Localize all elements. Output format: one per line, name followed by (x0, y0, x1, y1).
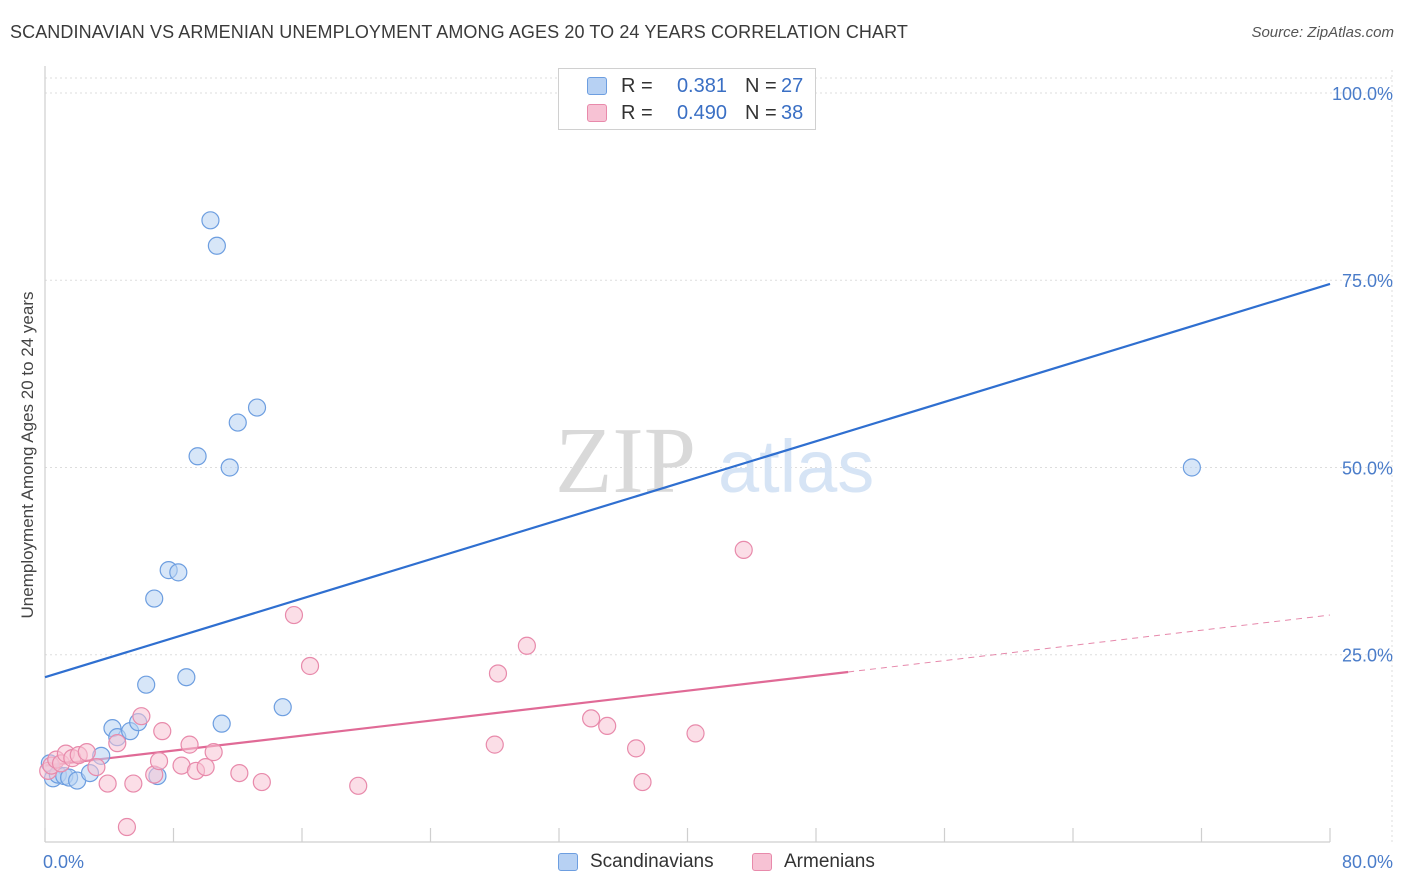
legend-r-value: 0.381 (676, 74, 727, 97)
x-tick-label: 80.0% (1342, 852, 1393, 872)
tick-labels: 25.0% 50.0% 75.0% 100.0% 0.0% 80.0% (43, 84, 1393, 872)
point-scandinavians (1182, 458, 1201, 477)
point-armenians (149, 752, 169, 771)
point-scandinavians (212, 714, 231, 733)
legend-n-label: N = (745, 101, 777, 124)
point-armenians (153, 722, 172, 741)
point-scandinavians (220, 458, 239, 477)
point-scandinavians (201, 211, 220, 230)
legend-n-label: N = (745, 74, 777, 97)
point-armenians (117, 817, 137, 837)
point-armenians (284, 605, 304, 625)
chart-title: SCANDINAVIAN VS ARMENIAN UNEMPLOYMENT AM… (10, 22, 908, 42)
point-scandinavians (207, 236, 226, 255)
point-scandinavians (273, 698, 292, 717)
point-armenians (98, 774, 117, 793)
point-armenians (349, 776, 368, 795)
legend-r-value: 0.490 (676, 101, 727, 124)
point-armenians (204, 743, 223, 762)
point-scandinavians (169, 563, 188, 582)
legend-row-armenians: R = 0.490 N = 38 (559, 100, 803, 126)
legend-r-label: R = (621, 74, 653, 97)
point-armenians (87, 757, 106, 777)
point-armenians (734, 540, 753, 559)
trend-line-armenians-extension (848, 614, 1331, 673)
point-armenians (108, 734, 127, 753)
point-scandinavians (177, 668, 196, 687)
point-armenians (252, 772, 271, 792)
axes (44, 66, 1331, 843)
legend-label-scandinavians: Scandinavians (590, 851, 714, 872)
watermark-zip: ZIP (555, 409, 696, 513)
watermark: ZIP atlas (555, 409, 874, 513)
legend-swatch-pink (587, 104, 607, 122)
point-armenians (180, 735, 199, 754)
point-scandinavians (137, 675, 156, 694)
y-tick-label: 100.0% (1332, 84, 1393, 104)
point-armenians (633, 772, 652, 792)
legend-swatch-pink (752, 853, 772, 871)
x-tick-label: 0.0% (43, 852, 84, 872)
legend-swatch-blue (558, 853, 578, 871)
trend-line-scandinavians (44, 282, 1331, 679)
legend-swatch-blue (587, 77, 607, 95)
legend-n-value: 38 (781, 101, 804, 124)
stats-legend: R = 0.381 N = 27 R = 0.490 N = 38 (558, 68, 816, 130)
trend-lines (44, 282, 1331, 767)
y-tick-label: 75.0% (1342, 271, 1393, 291)
legend-item-scandinavians[interactable]: Scandinavians (558, 851, 714, 873)
point-armenians (196, 757, 215, 777)
point-armenians (300, 656, 320, 676)
legend-row-scandinavians: R = 0.381 N = 27 (559, 73, 803, 99)
point-armenians (686, 724, 705, 743)
point-scandinavians (228, 413, 247, 432)
point-armenians (132, 707, 151, 726)
point-armenians (626, 739, 646, 758)
legend-n-value: 27 (781, 74, 804, 97)
y-tick-label: 25.0% (1342, 646, 1393, 666)
gridlines (45, 70, 1393, 842)
point-armenians (77, 743, 96, 762)
point-scandinavians (188, 447, 207, 466)
watermark-atlas: atlas (718, 425, 874, 508)
legend-r-label: R = (621, 101, 653, 124)
point-armenians (517, 636, 536, 655)
point-armenians (598, 716, 617, 736)
point-scandinavians (247, 398, 267, 417)
trend-line-armenians (44, 670, 849, 767)
legend-label-armenians: Armenians (784, 851, 875, 872)
point-armenians (124, 774, 143, 793)
point-armenians (582, 709, 601, 728)
legend-item-armenians[interactable]: Armenians (752, 851, 875, 873)
point-scandinavians (145, 589, 164, 608)
data-points (39, 211, 1201, 837)
point-armenians (230, 763, 249, 783)
point-armenians (488, 664, 508, 683)
source-label: Source: ZipAtlas.com (1251, 24, 1394, 41)
series-legend: Scandinavians Armenians (0, 851, 1406, 879)
y-tick-label: 50.0% (1342, 458, 1393, 478)
point-armenians (485, 735, 504, 754)
